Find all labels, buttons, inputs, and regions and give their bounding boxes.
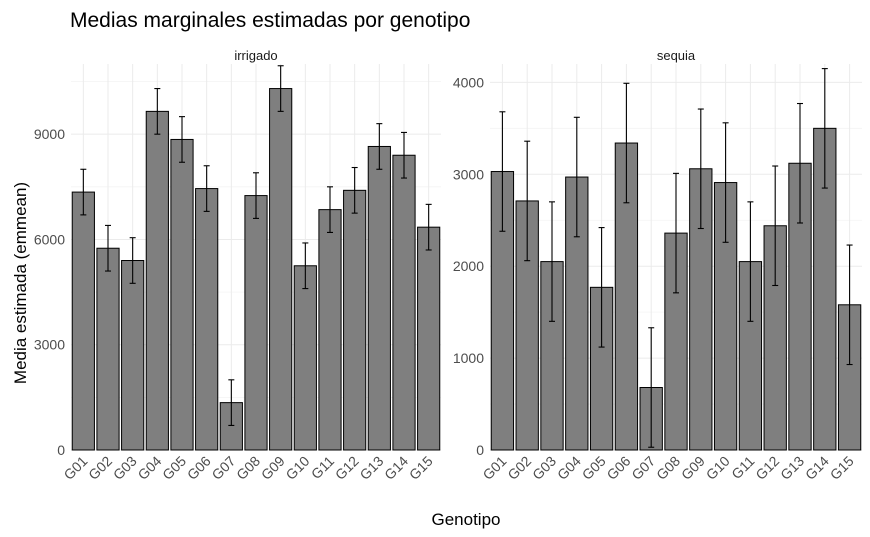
bar-G12	[343, 189, 367, 451]
x-tick-label-G03: G03	[529, 453, 559, 483]
strip-label-sequia: sequia	[657, 48, 696, 63]
x-tick-label-G08: G08	[233, 453, 263, 483]
bar-G06	[195, 188, 219, 451]
bar-G11	[318, 209, 342, 451]
x-tick-label-G11: G11	[308, 453, 337, 482]
x-tick-label-G12: G12	[332, 453, 362, 483]
chart-title: Medias marginales estimadas por genotipo	[70, 9, 470, 32]
bar-G08	[244, 195, 268, 451]
x-tick-label-G14: G14	[802, 453, 832, 483]
x-tick-label-G05: G05	[579, 453, 609, 483]
x-tick-label-G04: G04	[134, 453, 164, 483]
bar-G15	[417, 226, 441, 451]
y-tick-label: 3000	[453, 166, 484, 182]
bar-G04	[145, 110, 169, 451]
x-tick-label-G03: G03	[110, 453, 140, 483]
x-tick-label-G12: G12	[752, 453, 782, 483]
x-tick-label-G13: G13	[777, 453, 807, 483]
y-tick-label: 0	[57, 442, 65, 458]
y-tick-label: 9000	[34, 126, 65, 142]
x-tick-label-G02: G02	[504, 453, 534, 483]
x-tick-label-G02: G02	[85, 453, 115, 483]
x-tick-label-G09: G09	[258, 453, 288, 483]
x-axis-label: Genotipo	[432, 510, 501, 529]
x-tick-label-G13: G13	[356, 453, 386, 483]
x-tick-label-G04: G04	[554, 453, 584, 483]
bar-G10	[293, 265, 317, 451]
x-tick-label-G11: G11	[728, 453, 757, 482]
x-tick-label-G05: G05	[159, 453, 189, 483]
panels: irrigado0300060009000G01G02G03G04G05G06G…	[34, 48, 862, 483]
bar-G01	[71, 191, 95, 451]
y-tick-label: 4000	[453, 74, 484, 90]
y-tick-label: 3000	[34, 337, 65, 353]
y-tick-label: 1000	[453, 350, 484, 366]
bar-G09	[269, 88, 293, 451]
y-tick-label: 0	[476, 442, 484, 458]
x-tick-label-G01: G01	[479, 453, 509, 483]
x-tick-label-G10: G10	[282, 453, 312, 483]
y-tick-label: 6000	[34, 231, 65, 247]
panel-sequia: sequia01000200030004000G01G02G03G04G05G0…	[453, 48, 862, 483]
bar-G13	[367, 145, 391, 451]
x-tick-label-G15: G15	[827, 453, 857, 483]
x-tick-label-G07: G07	[208, 453, 238, 483]
strip-label-irrigado: irrigado	[234, 48, 277, 63]
x-tick-label-G06: G06	[603, 453, 633, 483]
x-tick-label-G14: G14	[381, 453, 411, 483]
x-tick-label-G09: G09	[678, 453, 708, 483]
x-tick-label-G08: G08	[653, 453, 683, 483]
panel-irrigado: irrigado0300060009000G01G02G03G04G05G06G…	[34, 48, 441, 483]
y-axis-label: Media estimada (emmean)	[11, 182, 30, 384]
bar-G03	[121, 260, 145, 451]
bar-G05	[170, 138, 194, 451]
bar-G14	[392, 154, 416, 451]
x-tick-label-G07: G07	[628, 453, 658, 483]
x-tick-label-G15: G15	[406, 453, 436, 483]
x-tick-label-G10: G10	[703, 453, 733, 483]
x-tick-label-G06: G06	[184, 453, 214, 483]
y-tick-label: 2000	[453, 258, 484, 274]
bar-G02	[96, 247, 120, 451]
